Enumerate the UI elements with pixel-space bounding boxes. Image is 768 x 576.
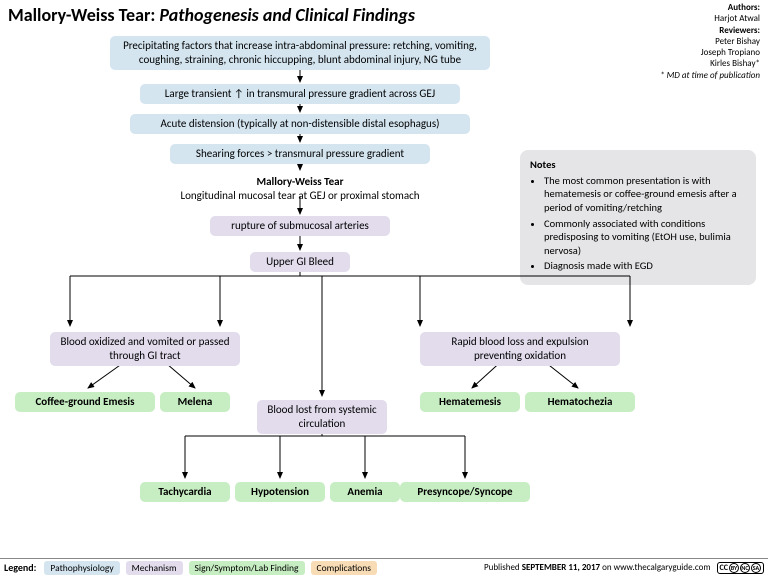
flow-node: Upper GI Bleed: [250, 252, 350, 272]
notes-list: The most common presentation is with hem…: [530, 174, 746, 273]
published-line: Published SEPTEMBER 11, 2017 on www.thec…: [484, 562, 711, 573]
legend-swatch-patho: Pathophysiology: [44, 561, 119, 575]
flow-node: Blood lost from systemic circulation: [257, 400, 387, 434]
flow-node: Hypotension: [235, 482, 325, 502]
title-main: Mallory-Weiss Tear:: [8, 4, 155, 26]
flow-node: Anemia: [330, 482, 400, 502]
flow-node: Blood oxidized and vomited or passed thr…: [50, 332, 240, 366]
cc-license-icon: CC BYNCSA: [717, 562, 764, 574]
pub-prefix: Published: [484, 562, 522, 573]
flow-node: Large transient ↑ in transmural pressure…: [140, 84, 460, 104]
page-title: Mallory-Weiss Tear: Pathogenesis and Cli…: [8, 4, 415, 26]
flow-node: Hematemesis: [420, 392, 520, 412]
legend-swatch-comp: Complications: [311, 561, 377, 575]
credits-block: Authors: Harjot Atwal Reviewers: Peter B…: [660, 2, 760, 81]
notes-item: The most common presentation is with hem…: [544, 174, 746, 215]
legend-bar: Legend: Pathophysiology Mechanism Sign/S…: [0, 558, 768, 576]
flow-node: Precipitating factors that increase intr…: [110, 36, 490, 70]
title-sub: Pathogenesis and Clinical Findings: [159, 4, 415, 26]
flow-node: Presyncope/Syncope: [400, 482, 530, 502]
notes-title: Notes: [530, 158, 746, 172]
flow-node: Melena: [160, 392, 230, 412]
flow-node: Acute distension (typically at non-diste…: [130, 114, 470, 134]
flow-node: Shearing forces > transmural pressure gr…: [170, 144, 430, 164]
reviewer-name: Joseph Tropiano: [660, 47, 760, 58]
legend-swatch-sign: Sign/Symptom/Lab Finding: [189, 561, 305, 575]
flow-node: Rapid blood loss and expulsion preventin…: [420, 332, 620, 366]
reviewer-name: Kirles Bishay*: [660, 58, 760, 69]
flow-node: Coffee-ground Emesis: [15, 392, 155, 412]
flow-node: Longitudinal mucosal tear at GEJ or prox…: [140, 186, 460, 206]
pub-date: SEPTEMBER 11, 2017: [522, 562, 600, 573]
pub-suffix: on www.thecalgaryguide.com: [600, 562, 710, 573]
flow-node: Hematochezia: [525, 392, 635, 412]
authors-header: Authors:: [660, 2, 760, 13]
credits-footnote: * MD at time of publication: [660, 70, 760, 81]
reviewers-header: Reviewers:: [660, 25, 760, 36]
legend-swatch-mech: Mechanism: [126, 561, 183, 575]
flow-node: Tachycardia: [140, 482, 230, 502]
notes-item: Commonly associated with conditions pred…: [544, 217, 746, 258]
legend-label: Legend:: [4, 561, 36, 574]
notes-item: Diagnosis made with EGD: [544, 259, 746, 273]
author-name: Harjot Atwal: [660, 13, 760, 24]
notes-box: Notes The most common presentation is wi…: [520, 150, 756, 285]
flow-node: rupture of submucosal arteries: [210, 216, 390, 236]
reviewer-name: Peter Bishay: [660, 36, 760, 47]
